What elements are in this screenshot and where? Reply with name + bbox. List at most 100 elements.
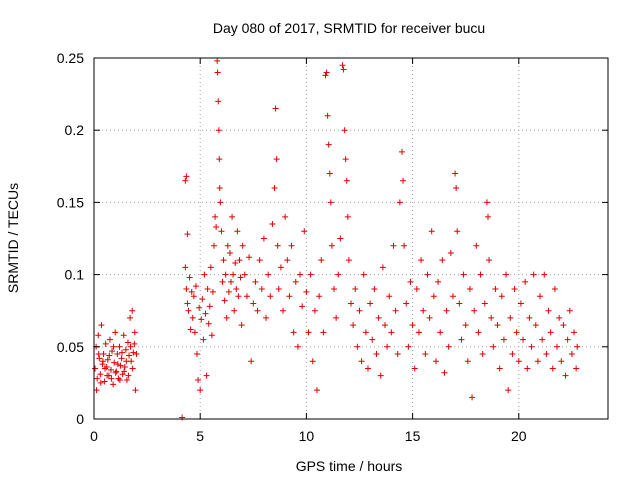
data-point bbox=[239, 242, 246, 249]
data-point bbox=[221, 297, 228, 304]
data-point bbox=[132, 387, 139, 394]
data-point bbox=[110, 343, 117, 350]
data-point bbox=[358, 358, 365, 365]
data-point bbox=[513, 329, 520, 336]
data-point bbox=[437, 329, 444, 336]
data-point bbox=[371, 286, 378, 293]
data-point bbox=[271, 184, 278, 191]
data-point bbox=[356, 307, 363, 314]
data-point bbox=[256, 257, 263, 264]
data-point bbox=[272, 105, 279, 112]
data-point bbox=[131, 340, 138, 347]
data-point bbox=[182, 177, 189, 184]
data-point bbox=[229, 213, 236, 220]
data-point bbox=[106, 336, 113, 343]
data-point bbox=[201, 271, 208, 278]
data-point bbox=[303, 288, 310, 295]
data-point bbox=[403, 300, 410, 307]
data-point bbox=[126, 352, 133, 359]
data-point bbox=[498, 293, 505, 300]
x-tick-label: 10 bbox=[299, 428, 315, 444]
data-point bbox=[117, 362, 124, 369]
data-point bbox=[424, 271, 431, 278]
x-tick-label: 20 bbox=[511, 428, 527, 444]
data-point bbox=[551, 286, 558, 293]
data-point bbox=[520, 336, 527, 343]
data-point bbox=[453, 184, 460, 191]
data-point bbox=[121, 364, 128, 371]
data-point bbox=[494, 322, 501, 329]
data-point bbox=[456, 300, 463, 307]
data-point bbox=[200, 336, 207, 343]
data-point bbox=[182, 264, 189, 271]
data-point bbox=[420, 307, 427, 314]
data-point bbox=[301, 228, 308, 235]
data-point bbox=[477, 271, 484, 278]
data-point bbox=[428, 228, 435, 235]
data-point bbox=[275, 286, 282, 293]
data-point bbox=[475, 329, 482, 336]
data-point bbox=[263, 314, 270, 321]
data-point bbox=[116, 343, 123, 350]
data-point bbox=[223, 314, 230, 321]
data-point bbox=[95, 351, 102, 358]
data-point bbox=[539, 336, 546, 343]
data-point bbox=[309, 358, 316, 365]
data-point bbox=[342, 156, 349, 163]
data-point bbox=[367, 300, 374, 307]
data-point bbox=[119, 349, 126, 356]
data-point bbox=[215, 127, 222, 134]
data-point bbox=[324, 112, 331, 119]
data-point bbox=[127, 343, 134, 350]
data-point bbox=[348, 300, 354, 307]
data-point bbox=[102, 340, 109, 347]
data-point bbox=[184, 231, 191, 238]
data-point bbox=[243, 293, 250, 300]
data-point bbox=[549, 365, 556, 372]
data-point bbox=[530, 271, 537, 278]
data-point bbox=[483, 199, 490, 206]
data-point bbox=[464, 358, 471, 365]
data-point bbox=[267, 293, 274, 300]
data-point bbox=[222, 271, 229, 278]
data-point bbox=[354, 343, 361, 350]
data-point bbox=[566, 307, 573, 314]
data-point bbox=[189, 314, 196, 321]
data-point bbox=[454, 228, 461, 235]
data-point bbox=[209, 288, 216, 295]
data-point bbox=[311, 307, 318, 314]
data-point bbox=[187, 326, 194, 333]
data-point bbox=[466, 286, 473, 293]
data-point bbox=[297, 271, 304, 278]
data-point bbox=[505, 387, 512, 394]
data-point bbox=[496, 365, 503, 372]
data-point bbox=[204, 286, 211, 293]
data-point bbox=[216, 184, 223, 191]
data-point bbox=[392, 307, 399, 314]
data-point bbox=[562, 372, 569, 379]
data-point bbox=[269, 221, 276, 228]
data-point bbox=[254, 307, 261, 314]
data-point bbox=[124, 339, 131, 346]
data-point bbox=[194, 351, 201, 358]
data-point bbox=[452, 170, 459, 177]
data-point bbox=[449, 293, 456, 300]
data-point bbox=[226, 249, 233, 256]
data-point bbox=[554, 343, 561, 350]
data-point bbox=[331, 286, 338, 293]
data-point bbox=[547, 329, 554, 336]
data-point bbox=[364, 365, 371, 372]
data-point bbox=[377, 372, 384, 379]
data-point bbox=[108, 375, 115, 382]
data-point bbox=[248, 358, 255, 365]
data-point bbox=[121, 368, 128, 375]
data-point bbox=[277, 264, 284, 271]
data-point bbox=[274, 242, 281, 249]
data-point bbox=[133, 351, 140, 358]
data-point bbox=[212, 213, 219, 220]
data-point bbox=[379, 264, 386, 271]
data-point bbox=[322, 72, 329, 79]
data-points bbox=[92, 57, 581, 421]
data-point bbox=[216, 156, 223, 163]
